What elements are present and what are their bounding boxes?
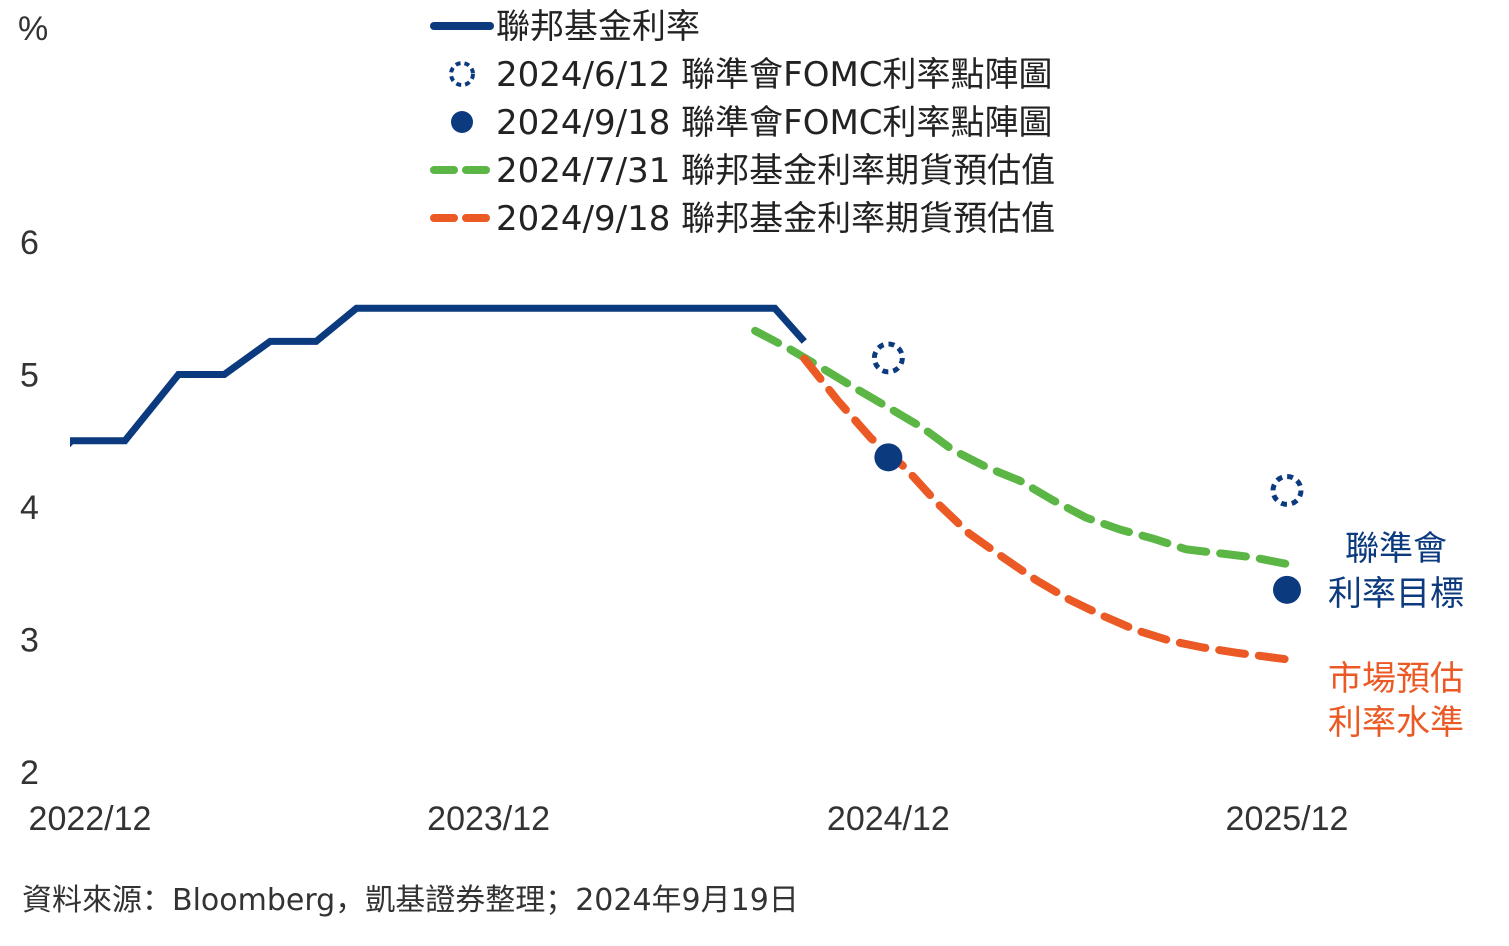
annotation-line: 利率目標 <box>1328 574 1464 614</box>
annotation-line: 市場預估 <box>1328 659 1464 699</box>
legend-label: 2024/9/18 聯邦基金利率期貨預估值 <box>496 199 1055 239</box>
dot-plot-hollow-marker <box>871 341 905 375</box>
legend-label: 2024/7/31 聯邦基金利率期貨預估值 <box>496 151 1055 191</box>
legend-label: 2024/9/18 聯準會FOMC利率點陣圖 <box>496 103 1053 143</box>
x-tick-label: 2024/12 <box>827 800 950 838</box>
dot-plot-filled-marker <box>1273 575 1301 604</box>
y-tick-label: 4 <box>20 489 39 527</box>
legend-swatch <box>451 111 473 133</box>
y-tick-label: 2 <box>20 754 39 792</box>
legend-label: 2024/6/12 聯準會FOMC利率點陣圖 <box>496 55 1053 95</box>
y-tick-label: 6 <box>20 224 39 262</box>
legend-item-fed-funds-rate: 聯邦基金利率 <box>430 7 700 47</box>
annotation-line: 聯準會 <box>1345 529 1447 569</box>
y-tick-label: 3 <box>20 622 39 660</box>
x-tick-label: 2025/12 <box>1226 800 1349 838</box>
fed-funds-rate-line <box>70 304 807 448</box>
x-axis-ticks: 2022/12 2023/12 2024/12 2025/12 <box>29 800 1349 838</box>
y-tick-label: 5 <box>20 357 39 395</box>
legend-swatch <box>449 61 475 87</box>
y-axis-ticks: 6 5 4 3 2 <box>20 224 39 792</box>
forecast-line <box>751 326 1291 568</box>
y-axis-label: % <box>18 10 48 48</box>
series-layer <box>70 304 1304 664</box>
legend-item-dot-plot-sep: 2024/9/18 聯準會FOMC利率點陣圖 <box>451 103 1053 143</box>
legend-item-futures-sep: 2024/9/18 聯邦基金利率期貨預估值 <box>430 199 1055 239</box>
legend-label: 聯邦基金利率 <box>496 7 700 47</box>
annotation-line: 利率水準 <box>1328 703 1464 743</box>
x-tick-label: 2022/12 <box>29 800 152 838</box>
dot-plot-hollow-marker <box>1270 473 1304 507</box>
x-tick-label: 2023/12 <box>427 800 550 838</box>
dot-plot-filled-marker <box>874 443 903 472</box>
legend-item-futures-jul: 2024/7/31 聯邦基金利率期貨預估值 <box>430 151 1055 191</box>
legend-item-dot-plot-jun: 2024/6/12 聯準會FOMC利率點陣圖 <box>449 55 1053 95</box>
source-note: 資料來源：Bloomberg，凱基證券整理；2024年9月19日 <box>22 883 799 918</box>
legend: 聯邦基金利率 2024/6/12 聯準會FOMC利率點陣圖 2024/9/18 聯準… <box>430 7 1055 239</box>
